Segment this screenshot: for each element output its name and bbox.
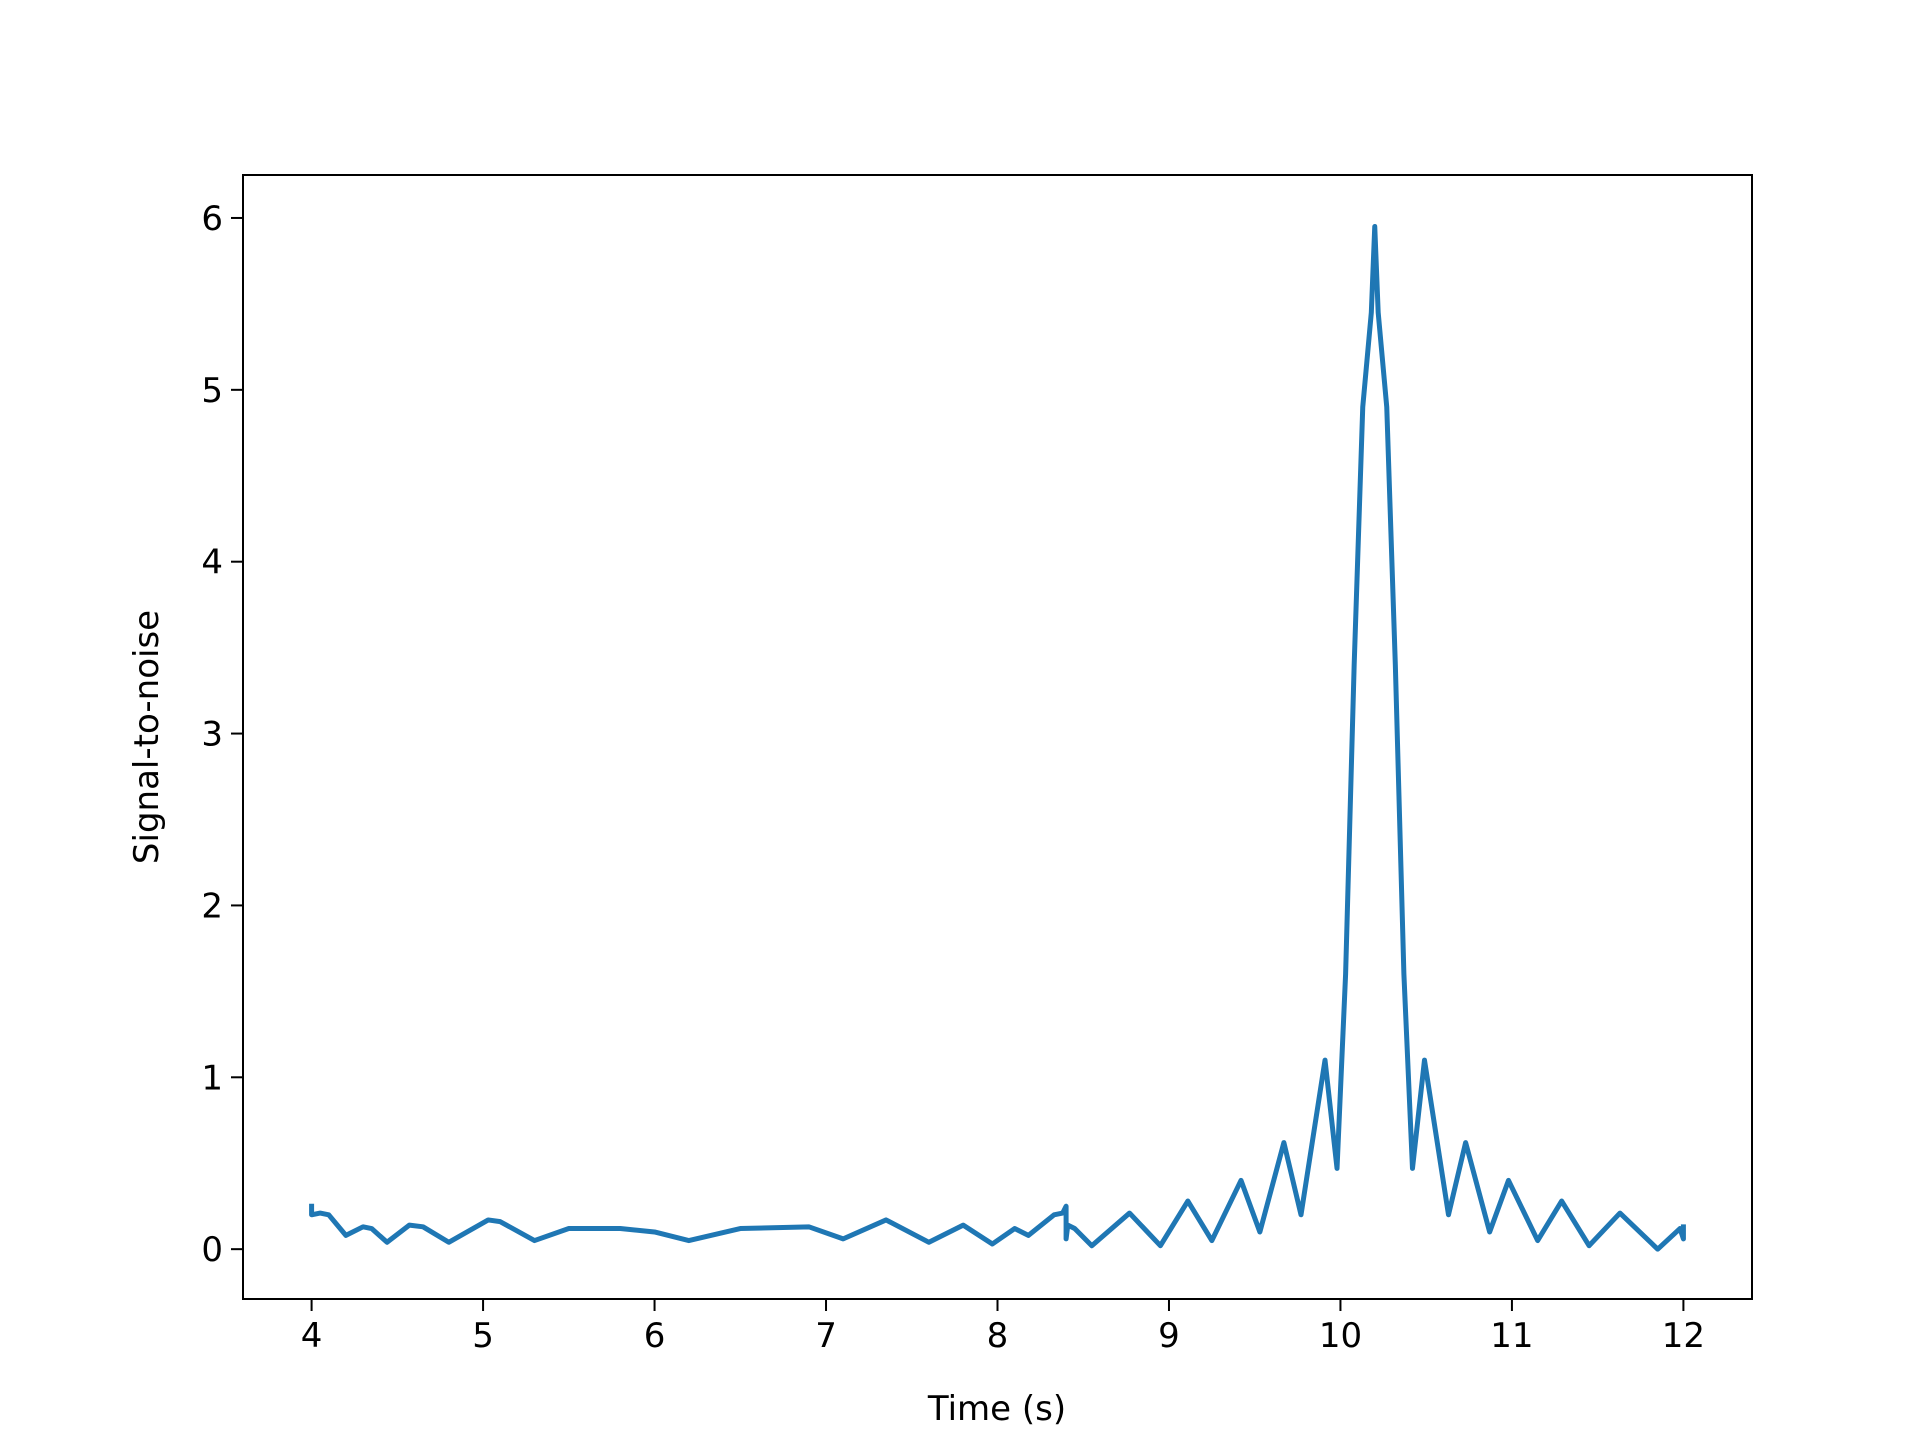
line [309, 224, 1686, 1252]
x-tick-label: 7 [815, 1316, 837, 1356]
y-axis-label: Signal-to-noise [127, 610, 167, 864]
x-tick-label: 12 [1662, 1316, 1705, 1356]
x-axis-label: Time (s) [927, 1389, 1066, 1429]
y-tick-label: 6 [201, 199, 223, 239]
y-tick-label: 2 [201, 886, 223, 926]
x-tick-label: 9 [1158, 1316, 1180, 1356]
x-tick-label: 11 [1490, 1316, 1533, 1356]
x-tick-label: 8 [987, 1316, 1009, 1356]
y-tick-label: 3 [201, 715, 223, 755]
plot-frame [242, 174, 1753, 1300]
x-tick-label: 4 [301, 1316, 323, 1356]
y-tick-label: 1 [201, 1058, 223, 1098]
x-tick-label: 10 [1319, 1316, 1362, 1356]
x-tick-label: 5 [472, 1316, 494, 1356]
x-tick-label: 6 [644, 1316, 666, 1356]
y-tick-label: 4 [201, 543, 223, 583]
y-tick-label: 0 [201, 1230, 223, 1270]
y-tick-label: 5 [201, 371, 223, 411]
